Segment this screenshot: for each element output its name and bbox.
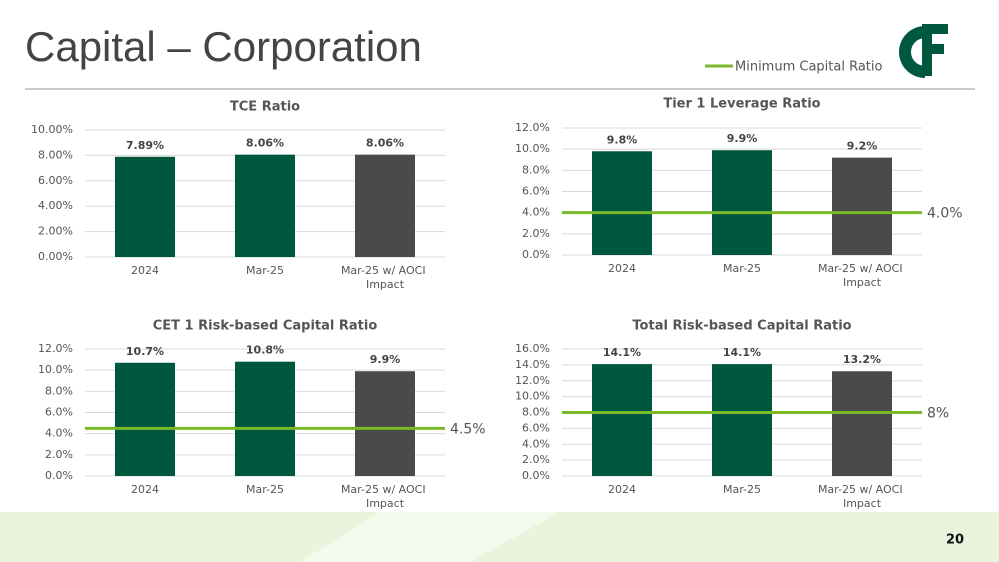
y-tick-label: 8.0% xyxy=(45,384,73,397)
data-label: 7.89% xyxy=(126,139,164,152)
y-tick-label: 2.0% xyxy=(522,227,550,240)
data-label: 14.1% xyxy=(603,346,641,359)
data-label: 8.06% xyxy=(366,137,404,150)
bar xyxy=(355,154,415,257)
logo xyxy=(899,24,948,78)
bar xyxy=(592,364,652,476)
x-tick-label: Mar-25 w/ AOCI Impact xyxy=(818,483,906,510)
x-tick-line: Mar-25 w/ AOCI xyxy=(818,483,906,496)
y-tick-label: 4.0% xyxy=(522,206,550,219)
y-tick-label: 14.0% xyxy=(515,358,550,371)
chart-title: CET 1 Risk-based Capital Ratio xyxy=(153,319,378,334)
y-tick-label: 10.0% xyxy=(515,142,550,155)
data-label: 14.1% xyxy=(723,346,761,359)
data-label: 9.8% xyxy=(607,133,638,146)
data-label: 9.9% xyxy=(370,353,401,366)
data-label: 13.2% xyxy=(843,353,881,366)
x-tick-label: Mar-25 w/ AOCI Impact xyxy=(818,262,906,289)
min-ratio-label: 4.5% xyxy=(450,421,486,437)
y-tick-label: 4.00% xyxy=(38,199,73,212)
y-tick-label: 10.0% xyxy=(515,390,550,403)
y-tick-label: 2.0% xyxy=(522,453,550,466)
legend-label: Minimum Capital Ratio xyxy=(735,60,883,75)
x-tick-label: Mar-25 xyxy=(246,483,284,496)
footer-accent xyxy=(300,512,560,562)
chart-title: Tier 1 Leverage Ratio xyxy=(663,97,820,112)
y-tick-label: 6.0% xyxy=(522,421,550,434)
bar xyxy=(355,371,415,476)
bar xyxy=(115,156,175,257)
bar xyxy=(592,151,652,255)
data-label: 9.2% xyxy=(847,140,878,153)
x-tick-label: 2024 xyxy=(131,483,159,496)
y-tick-label: 0.00% xyxy=(38,250,73,263)
page-number: 20 xyxy=(946,533,964,548)
bar xyxy=(235,361,295,476)
data-label: 10.7% xyxy=(126,345,164,358)
y-tick-label: 6.0% xyxy=(45,406,73,419)
y-tick-label: 2.00% xyxy=(38,225,73,238)
y-tick-label: 12.0% xyxy=(515,374,550,387)
data-label: 9.9% xyxy=(727,132,758,145)
y-tick-label: 8.0% xyxy=(522,406,550,419)
slide-title: Capital – Corporation xyxy=(25,23,422,70)
chart-title: Total Risk-based Capital Ratio xyxy=(632,319,851,334)
y-tick-label: 0.0% xyxy=(522,248,550,261)
x-tick-line: Impact xyxy=(366,278,405,291)
y-tick-label: 0.0% xyxy=(45,469,73,482)
x-tick-label: 2024 xyxy=(608,483,636,496)
x-tick-label: Mar-25 w/ AOCI Impact xyxy=(341,264,429,291)
x-tick-label: Mar-25 xyxy=(246,264,284,277)
bar xyxy=(832,371,892,476)
bar xyxy=(832,157,892,255)
min-ratio-label: 8% xyxy=(927,406,949,422)
y-tick-label: 4.0% xyxy=(45,427,73,440)
y-tick-label: 4.0% xyxy=(522,437,550,450)
x-tick-label: Mar-25 xyxy=(723,483,761,496)
y-tick-label: 12.0% xyxy=(515,121,550,134)
y-tick-label: 8.00% xyxy=(38,148,73,161)
data-label: 8.06% xyxy=(246,137,284,150)
x-tick-line: Impact xyxy=(366,497,405,510)
x-tick-line: Impact xyxy=(843,497,882,510)
y-tick-label: 6.00% xyxy=(38,174,73,187)
bar xyxy=(712,364,772,476)
x-tick-line: Impact xyxy=(843,276,882,289)
data-label: 10.8% xyxy=(246,344,284,357)
x-tick-label: Mar-25 w/ AOCI Impact xyxy=(341,483,429,510)
x-tick-line: Mar-25 w/ AOCI xyxy=(341,483,429,496)
x-tick-label: Mar-25 xyxy=(723,262,761,275)
x-tick-label: 2024 xyxy=(131,264,159,277)
min-ratio-label: 4.0% xyxy=(927,206,963,222)
x-tick-line: Mar-25 w/ AOCI xyxy=(341,264,429,277)
y-tick-label: 8.0% xyxy=(522,163,550,176)
x-tick-label: 2024 xyxy=(608,262,636,275)
y-tick-label: 2.0% xyxy=(45,448,73,461)
y-tick-label: 0.0% xyxy=(522,469,550,482)
x-tick-line: Mar-25 w/ AOCI xyxy=(818,262,906,275)
y-tick-label: 10.00% xyxy=(31,123,73,136)
chart-title: TCE Ratio xyxy=(230,100,300,115)
y-tick-label: 12.0% xyxy=(38,342,73,355)
bar xyxy=(115,362,175,476)
bar xyxy=(235,154,295,257)
y-tick-label: 6.0% xyxy=(522,185,550,198)
y-tick-label: 10.0% xyxy=(38,363,73,376)
bar xyxy=(712,150,772,255)
y-tick-label: 16.0% xyxy=(515,342,550,355)
